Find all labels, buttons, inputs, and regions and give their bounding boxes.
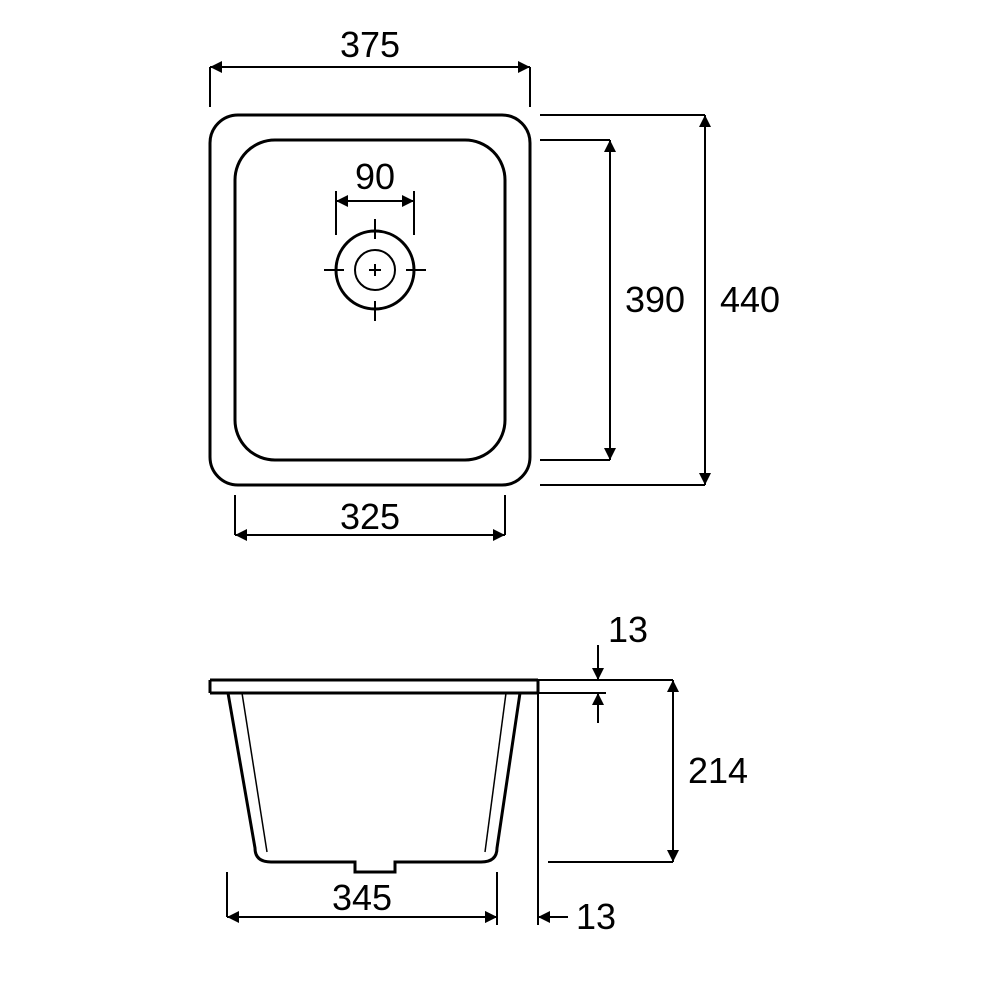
svg-text:390: 390	[625, 279, 685, 320]
dim-rim-gap: 13	[576, 896, 616, 937]
dim-rim-thick: 13	[608, 609, 648, 650]
dim-drain: 90	[355, 156, 395, 197]
svg-text:345: 345	[332, 877, 392, 918]
technical-drawing: 375 325 90 390 440 345 13 214 13	[0, 0, 1000, 1000]
svg-text:325: 325	[340, 496, 400, 537]
svg-text:440: 440	[720, 279, 780, 320]
svg-text:214: 214	[688, 750, 748, 791]
bowl-outline	[228, 693, 520, 872]
svg-text:375: 375	[340, 24, 400, 65]
